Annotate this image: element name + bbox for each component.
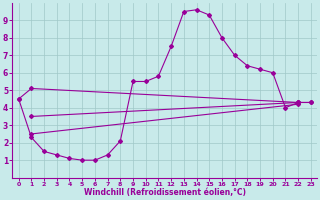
X-axis label: Windchill (Refroidissement éolien,°C): Windchill (Refroidissement éolien,°C) — [84, 188, 246, 197]
